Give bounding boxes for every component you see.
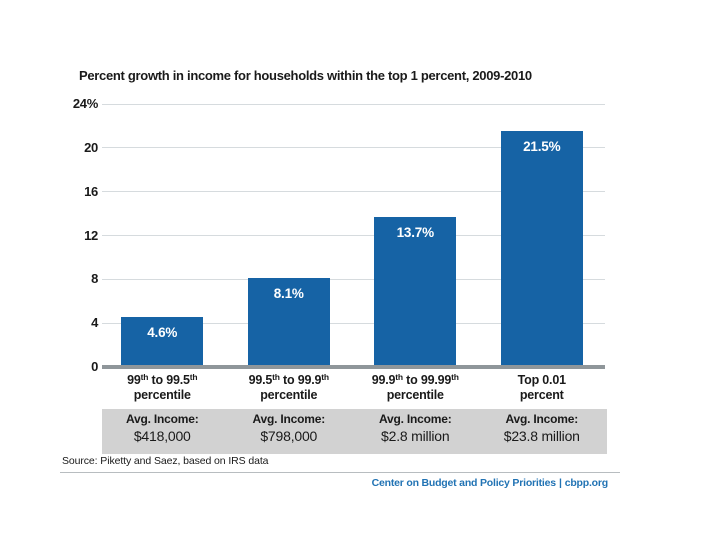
avg-income-cell: Avg. Income: $798,000 (252, 412, 325, 444)
y-axis-tick-label: 16 (40, 182, 102, 201)
gridline (100, 147, 605, 149)
chart-title: Percent growth in income for households … (79, 68, 532, 83)
bar: 8.1% (247, 278, 330, 367)
bar-value-label: 13.7% (396, 224, 434, 240)
bar-value-label: 21.5% (523, 139, 561, 155)
bar: 13.7% (374, 216, 457, 367)
bar-value-label: 4.6% (147, 324, 178, 340)
footer-divider (60, 472, 620, 473)
bar-value-label: 8.1% (273, 286, 304, 302)
y-axis-tick-label: 12 (40, 226, 102, 245)
avg-income-cell: Avg. Income: $23.8 million (503, 412, 580, 444)
x-axis-baseline (92, 365, 605, 369)
y-axis-tick-label: 4 (40, 314, 102, 333)
avg-income-cell: Avg. Income: $418,000 (125, 412, 199, 444)
y-axis-tick-label: 8 (40, 270, 102, 289)
avg-income-cell: Avg. Income: $2.8 million (378, 412, 452, 444)
footer-separator: | (558, 477, 562, 489)
category-label: 99.9th to 99.99th percentile (371, 372, 459, 402)
bar: 21.5% (500, 131, 583, 367)
gridline (100, 322, 605, 324)
footer-brand: Center on Budget and Policy Priorities (371, 477, 557, 489)
footer-site: cbpp.org (564, 477, 609, 489)
category-label: Top 0.01 percent (517, 373, 566, 402)
avg-income-band (102, 409, 607, 454)
y-axis-tick-label: 24% (40, 95, 102, 113)
gridline (100, 191, 605, 193)
category-label: 99.5th to 99.9th percentile (248, 372, 329, 402)
y-axis-tick-label: 0 (40, 358, 102, 376)
category-label: 99th to 99.5th percentile (127, 372, 198, 402)
gridline (100, 235, 605, 236)
y-axis-tick-label: 20 (40, 138, 102, 157)
bar: 4.6% (121, 316, 204, 367)
gridline (100, 103, 605, 105)
gridline (100, 278, 605, 280)
source-note: Source: Piketty and Saez, based on IRS d… (62, 455, 269, 467)
footer-attribution: Center on Budget and Policy Priorities | c… (60, 477, 609, 489)
